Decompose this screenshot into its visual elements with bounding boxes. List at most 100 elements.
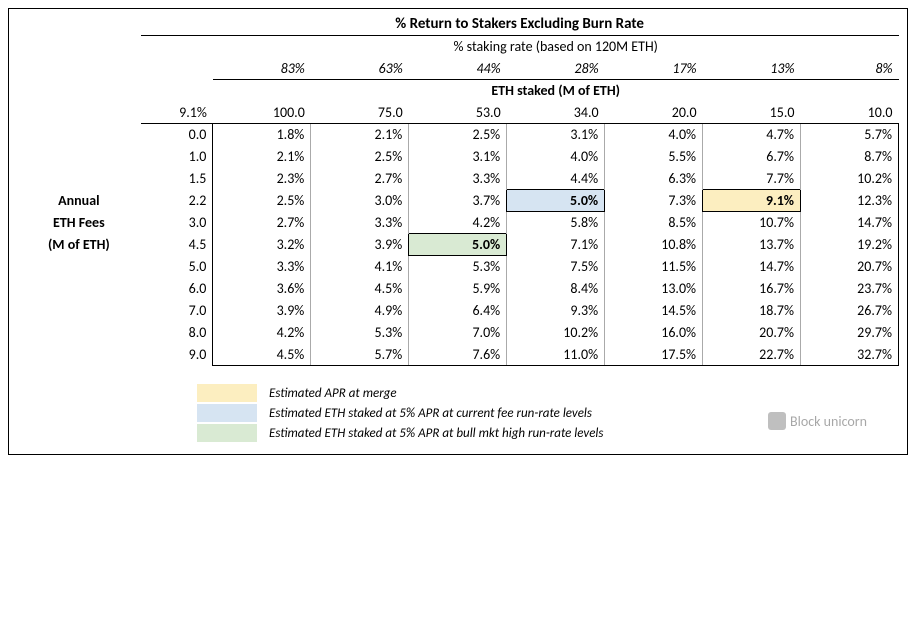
return-cell: 3.3% — [213, 256, 311, 278]
return-cell: 7.7% — [703, 168, 801, 190]
return-cell: 4.5% — [311, 278, 409, 300]
fee-value: 5.0 — [141, 256, 213, 278]
return-cell: 16.0% — [605, 322, 703, 344]
fee-value: 4.5 — [141, 234, 213, 256]
return-cell: 4.0% — [605, 124, 703, 146]
return-cell: 4.1% — [311, 256, 409, 278]
return-cell: 4.5% — [213, 344, 311, 366]
return-cell: 4.2% — [213, 322, 311, 344]
fee-value: 6.0 — [141, 278, 213, 300]
eth-staked-values-row: 9.1% 100.0 75.0 53.0 34.0 20.0 15.0 10.0 — [17, 102, 899, 124]
row-label-cell — [17, 124, 141, 146]
staking-rate-header-row: 83% 63% 44% 28% 17% 13% 8% — [17, 58, 899, 80]
table-title: % Return to Stakers Excluding Burn Rate — [141, 13, 899, 36]
legend-label: Estimated ETH staked at 5% APR at bull m… — [269, 426, 603, 441]
return-cell: 9.3% — [507, 300, 605, 322]
return-cell: 32.7% — [801, 344, 899, 366]
table-row: 7.03.9%4.9%6.4%9.3%14.5%18.7%26.7% — [17, 300, 899, 322]
return-cell: 3.0% — [311, 190, 409, 212]
return-cell: 4.4% — [507, 168, 605, 190]
eth-staked-4: 20.0 — [605, 102, 703, 124]
return-cell: 4.9% — [311, 300, 409, 322]
eth-staked-title: ETH staked (M of ETH) — [213, 80, 899, 102]
row-label-cell — [17, 168, 141, 190]
staking-rate-2: 44% — [409, 58, 507, 80]
return-cell: 5.5% — [605, 146, 703, 168]
table-body: 0.01.8%2.1%2.5%3.1%4.0%4.7%5.7%1.02.1%2.… — [17, 124, 899, 366]
table-row: 6.03.6%4.5%5.9%8.4%13.0%16.7%23.7% — [17, 278, 899, 300]
fee-value: 1.0 — [141, 146, 213, 168]
return-cell: 10.2% — [507, 322, 605, 344]
return-cell: 11.0% — [507, 344, 605, 366]
eth-staked-0: 100.0 — [213, 102, 311, 124]
fee-value: 3.0 — [141, 212, 213, 234]
eth-staked-1: 75.0 — [311, 102, 409, 124]
legend-row: Estimated APR at merge — [197, 384, 899, 402]
staking-rate-0: 83% — [213, 58, 311, 80]
legend-row: Estimated ETH staked at 5% APR at bull m… — [197, 424, 899, 442]
return-cell: 5.7% — [311, 344, 409, 366]
return-cell: 2.1% — [213, 146, 311, 168]
return-cell: 14.5% — [605, 300, 703, 322]
return-cell: 7.3% — [605, 190, 703, 212]
row-label-cell: Annual — [17, 190, 141, 212]
eth-staked-6: 10.0 — [801, 102, 899, 124]
return-cell: 5.8% — [507, 212, 605, 234]
row-label-cell — [17, 146, 141, 168]
staking-rate-6: 8% — [801, 58, 899, 80]
row-label-cell — [17, 322, 141, 344]
eth-staked-3: 34.0 — [507, 102, 605, 124]
table-row: 0.01.8%2.1%2.5%3.1%4.0%4.7%5.7% — [17, 124, 899, 146]
return-cell: 16.7% — [703, 278, 801, 300]
return-cell: 8.4% — [507, 278, 605, 300]
table-row: (M of ETH)4.53.2%3.9%5.0%7.1%10.8%13.7%1… — [17, 234, 899, 256]
return-cell: 4.0% — [507, 146, 605, 168]
return-cell: 11.5% — [605, 256, 703, 278]
return-cell: 5.3% — [409, 256, 507, 278]
return-cell: 3.9% — [311, 234, 409, 256]
legend-label: Estimated APR at merge — [269, 386, 397, 401]
return-cell: 22.7% — [703, 344, 801, 366]
row-label-cell — [17, 256, 141, 278]
eth-staked-title-row: ETH staked (M of ETH) — [17, 80, 899, 102]
return-cell: 13.7% — [703, 234, 801, 256]
table-row: Annual2.22.5%3.0%3.7%5.0%7.3%9.1%12.3% — [17, 190, 899, 212]
subtitle-row: % staking rate (based on 120M ETH) — [17, 36, 899, 58]
table-row: 5.03.3%4.1%5.3%7.5%11.5%14.7%20.7% — [17, 256, 899, 278]
return-cell: 6.3% — [605, 168, 703, 190]
fee-value: 0.0 — [141, 124, 213, 146]
return-cell: 14.7% — [703, 256, 801, 278]
return-cell: 6.4% — [409, 300, 507, 322]
table-subtitle: % staking rate (based on 120M ETH) — [213, 36, 899, 58]
return-cell: 2.3% — [213, 168, 311, 190]
return-cell: 7.5% — [507, 256, 605, 278]
table-row: 9.04.5%5.7%7.6%11.0%17.5%22.7%32.7% — [17, 344, 899, 366]
return-cell: 19.2% — [801, 234, 899, 256]
return-cell: 4.2% — [409, 212, 507, 234]
row-label-cell — [17, 278, 141, 300]
return-cell: 20.7% — [801, 256, 899, 278]
return-cell: 2.5% — [311, 146, 409, 168]
return-cell: 6.7% — [703, 146, 801, 168]
legend: Estimated APR at merge Estimated ETH stak… — [197, 384, 899, 442]
return-cell: 3.3% — [409, 168, 507, 190]
row-label-cell: (M of ETH) — [17, 234, 141, 256]
return-cell: 5.3% — [311, 322, 409, 344]
return-cell: 3.3% — [311, 212, 409, 234]
title-row: % Return to Stakers Excluding Burn Rate — [17, 13, 899, 36]
return-cell: 7.1% — [507, 234, 605, 256]
return-cell: 5.0% — [409, 234, 507, 256]
legend-swatch — [197, 404, 257, 422]
return-cell: 14.7% — [801, 212, 899, 234]
return-cell: 7.0% — [409, 322, 507, 344]
return-cell: 3.6% — [213, 278, 311, 300]
return-cell: 26.7% — [801, 300, 899, 322]
fee-value: 1.5 — [141, 168, 213, 190]
fee-value: 2.2 — [141, 190, 213, 212]
eth-staked-2: 53.0 — [409, 102, 507, 124]
return-cell: 5.0% — [507, 190, 605, 212]
return-cell: 10.8% — [605, 234, 703, 256]
return-cell: 10.7% — [703, 212, 801, 234]
row-label-cell — [17, 344, 141, 366]
eth-staked-5: 15.0 — [703, 102, 801, 124]
